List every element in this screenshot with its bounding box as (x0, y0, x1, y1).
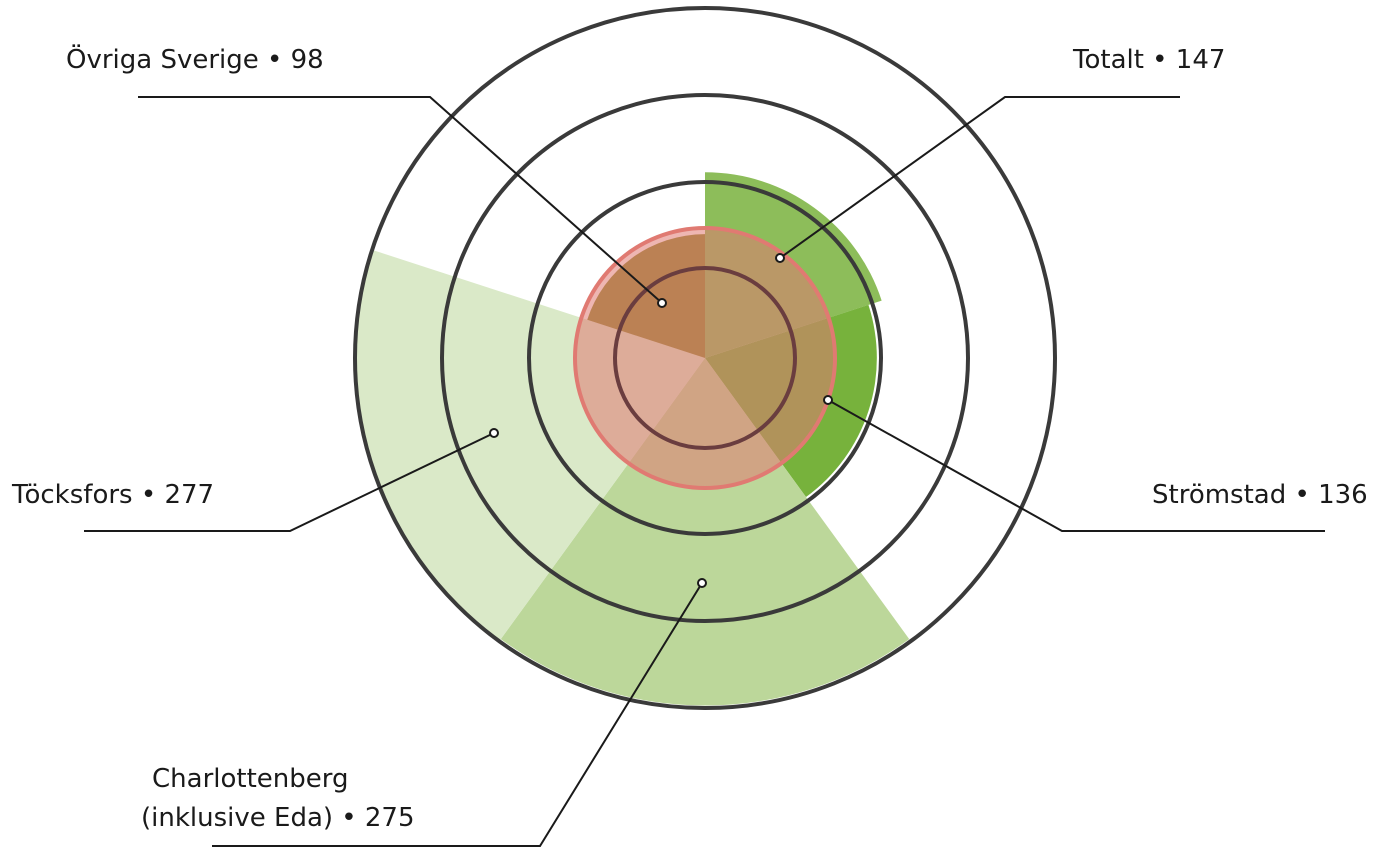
ring-3 (440, 93, 970, 623)
chart-rings (353, 6, 1057, 710)
leader-line-totalt (779, 96, 1180, 259)
label-charlottenberg-line1: Charlottenberg (152, 764, 349, 794)
ring-2 (527, 180, 883, 536)
label-totalt: Totalt • 147 (1073, 45, 1226, 75)
ring-1 (613, 266, 797, 450)
leader-dot-ovriga (657, 298, 667, 308)
label-ovriga-sverige: Övriga Sverige • 98 (66, 45, 324, 75)
leader-lines (84, 96, 1325, 847)
leader-line-charlottenberg (212, 582, 703, 847)
segment-charlottenberg (500, 358, 910, 706)
leader-line-stromstad (827, 399, 1325, 532)
label-tocksfors: Töcksfors • 277 (12, 480, 215, 510)
leader-dot-charlottenberg (697, 578, 707, 588)
ring-4 (353, 6, 1057, 710)
leader-dot-tocksfors (489, 428, 499, 438)
leader-line-ovriga (138, 96, 663, 304)
leader-dot-totalt (775, 253, 785, 263)
leader-dot-stromstad (823, 395, 833, 405)
label-stromstad: Strömstad • 136 (1152, 480, 1368, 510)
label-charlottenberg-line2: (inklusive Eda) • 275 (141, 803, 415, 833)
leader-line-tocksfors (84, 432, 495, 532)
